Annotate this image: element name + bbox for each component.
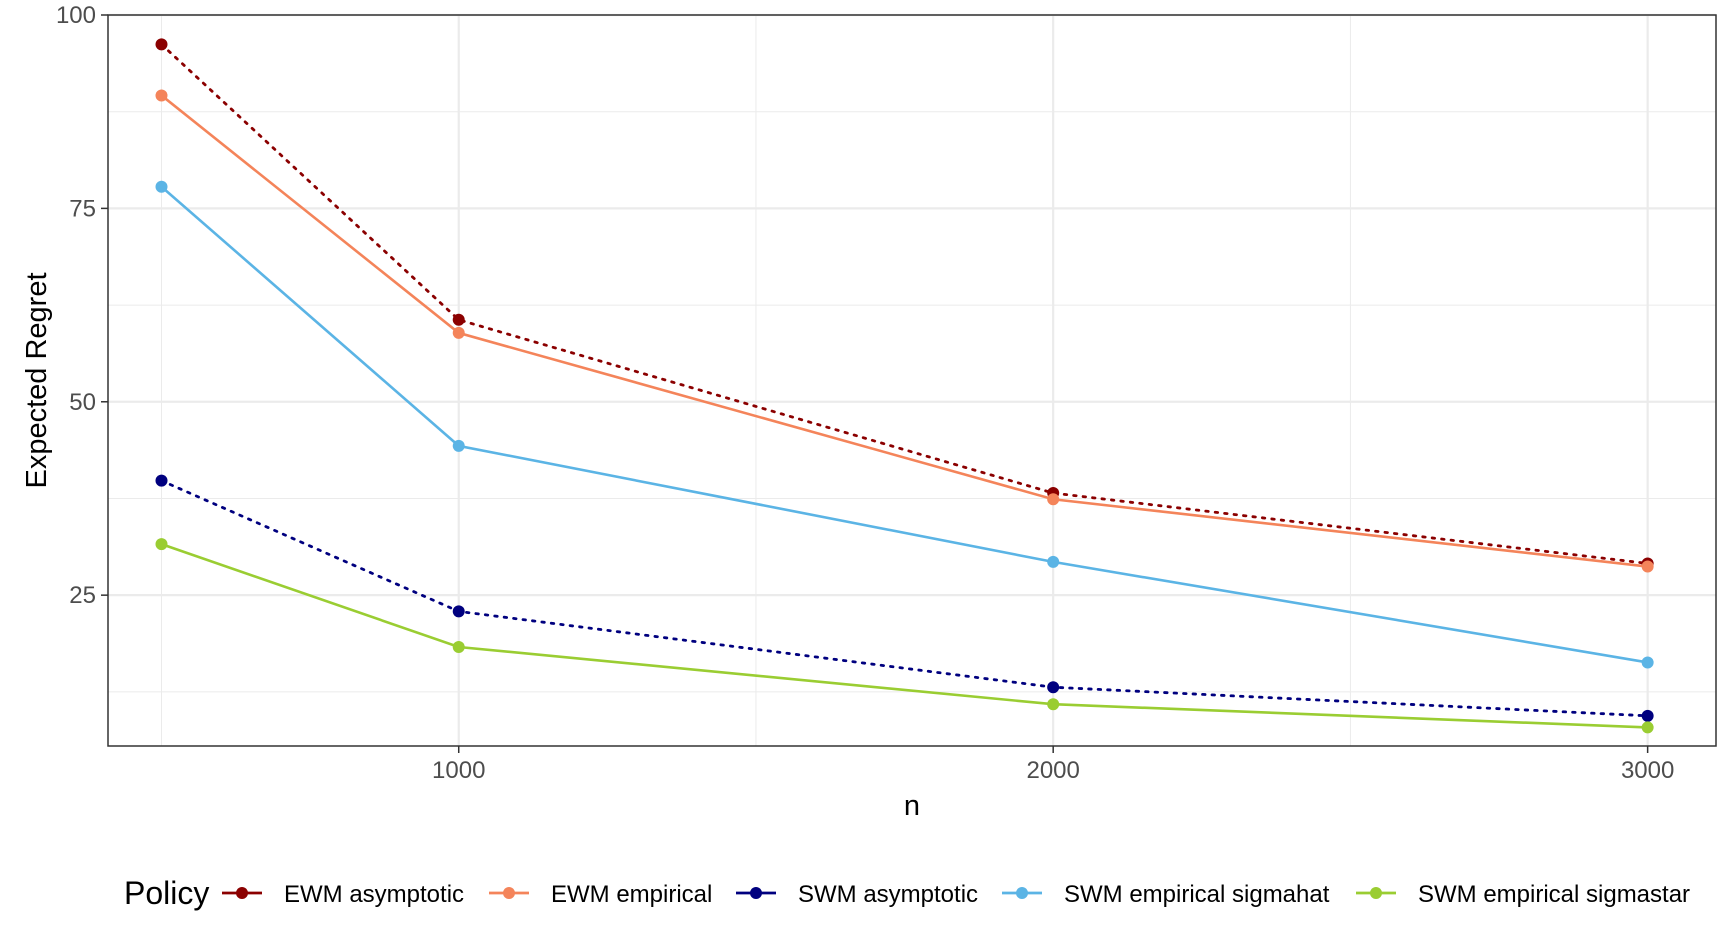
data-point: [1641, 709, 1654, 722]
data-point: [452, 313, 465, 326]
series-lines: [155, 38, 1654, 734]
y-tick-label: 75: [69, 195, 96, 222]
data-point: [1047, 681, 1060, 694]
series-line-3: [160, 185, 1648, 664]
legend-title: Policy: [124, 875, 209, 911]
legend-label: EWM empirical: [551, 881, 712, 908]
legend-label: SWM asymptotic: [798, 881, 978, 908]
x-tick-label: 3000: [1621, 757, 1674, 784]
legend-key-point: [503, 887, 515, 899]
series-line-4: [161, 542, 1648, 729]
data-point: [1047, 555, 1060, 568]
legend-key-point: [1016, 887, 1028, 899]
axes: 1000 2000 3000 25 50 75 100: [56, 2, 1674, 784]
data-point: [1641, 560, 1654, 573]
legend-label: EWM asymptotic: [284, 881, 464, 908]
data-point: [1641, 721, 1654, 734]
data-point: [155, 180, 168, 193]
y-axis-title: Expected Regret: [21, 272, 53, 488]
legend-key-point: [750, 887, 762, 899]
x-tick-label: 2000: [1026, 757, 1079, 784]
series-line-2: [160, 479, 1650, 718]
series-line-1: [160, 94, 1648, 568]
y-tick-label: 50: [69, 389, 96, 416]
data-point: [155, 38, 168, 51]
legend-key-point: [236, 887, 248, 899]
legend-label: SWM empirical sigmastar: [1418, 881, 1690, 908]
x-axis-title: n: [904, 790, 920, 822]
data-point: [155, 538, 168, 551]
legend: Policy EWM asymptotic EWM empirical SWM as…: [124, 875, 1690, 911]
data-point: [452, 640, 465, 653]
data-point: [155, 89, 168, 102]
y-tick-label: 25: [69, 582, 96, 609]
y-tick-label: 100: [56, 2, 96, 29]
data-point: [452, 326, 465, 339]
series-line-0: [160, 42, 1650, 565]
data-point: [1641, 656, 1654, 669]
data-point: [452, 439, 465, 452]
grid-lines: [108, 13, 1716, 746]
x-tick-label: 1000: [432, 757, 485, 784]
data-point: [1047, 698, 1060, 711]
legend-label: SWM empirical sigmahat: [1064, 881, 1330, 908]
data-point: [155, 474, 168, 487]
panel-border: [107, 14, 1717, 747]
legend-key-point: [1370, 887, 1382, 899]
data-point: [1047, 493, 1060, 506]
data-point: [452, 605, 465, 618]
